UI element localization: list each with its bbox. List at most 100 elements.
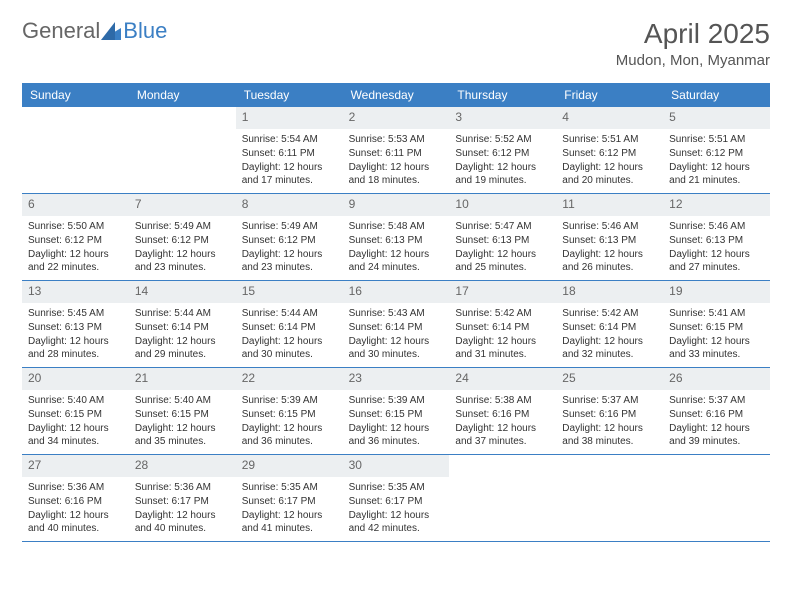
day-number: 1 bbox=[236, 107, 343, 129]
week-row: 13Sunrise: 5:45 AMSunset: 6:13 PMDayligh… bbox=[22, 281, 770, 368]
calendar-day: 27Sunrise: 5:36 AMSunset: 6:16 PMDayligh… bbox=[22, 455, 129, 541]
sunrise-line: Sunrise: 5:36 AM bbox=[135, 481, 230, 494]
day-body: Sunrise: 5:48 AMSunset: 6:13 PMDaylight:… bbox=[343, 216, 450, 279]
sunrise-line: Sunrise: 5:36 AM bbox=[28, 481, 123, 494]
sunset-line: Sunset: 6:16 PM bbox=[28, 495, 123, 508]
day-body: Sunrise: 5:42 AMSunset: 6:14 PMDaylight:… bbox=[556, 303, 663, 366]
day-body: Sunrise: 5:49 AMSunset: 6:12 PMDaylight:… bbox=[129, 216, 236, 279]
sunset-line: Sunset: 6:13 PM bbox=[455, 234, 550, 247]
sunset-line: Sunset: 6:15 PM bbox=[349, 408, 444, 421]
calendar-day: 12Sunrise: 5:46 AMSunset: 6:13 PMDayligh… bbox=[663, 194, 770, 280]
sunrise-line: Sunrise: 5:50 AM bbox=[28, 220, 123, 233]
daylight-line: Daylight: 12 hours and 30 minutes. bbox=[349, 335, 444, 361]
day-body: Sunrise: 5:42 AMSunset: 6:14 PMDaylight:… bbox=[449, 303, 556, 366]
daylight-line: Daylight: 12 hours and 39 minutes. bbox=[669, 422, 764, 448]
day-body: Sunrise: 5:46 AMSunset: 6:13 PMDaylight:… bbox=[663, 216, 770, 279]
calendar-day: 1Sunrise: 5:54 AMSunset: 6:11 PMDaylight… bbox=[236, 107, 343, 193]
day-body: Sunrise: 5:44 AMSunset: 6:14 PMDaylight:… bbox=[129, 303, 236, 366]
daylight-line: Daylight: 12 hours and 21 minutes. bbox=[669, 161, 764, 187]
day-number: 25 bbox=[556, 368, 663, 390]
sunset-line: Sunset: 6:12 PM bbox=[135, 234, 230, 247]
day-number: 23 bbox=[343, 368, 450, 390]
sunset-line: Sunset: 6:15 PM bbox=[242, 408, 337, 421]
day-number: 15 bbox=[236, 281, 343, 303]
calendar-day-empty bbox=[449, 455, 556, 541]
daylight-line: Daylight: 12 hours and 24 minutes. bbox=[349, 248, 444, 274]
calendar: SundayMondayTuesdayWednesdayThursdayFrid… bbox=[22, 83, 770, 542]
daylight-line: Daylight: 12 hours and 23 minutes. bbox=[242, 248, 337, 274]
day-body: Sunrise: 5:45 AMSunset: 6:13 PMDaylight:… bbox=[22, 303, 129, 366]
day-body: Sunrise: 5:37 AMSunset: 6:16 PMDaylight:… bbox=[663, 390, 770, 453]
sunrise-line: Sunrise: 5:38 AM bbox=[455, 394, 550, 407]
sunrise-line: Sunrise: 5:41 AM bbox=[669, 307, 764, 320]
day-number: 2 bbox=[343, 107, 450, 129]
day-name-header: Thursday bbox=[449, 83, 556, 107]
sunrise-line: Sunrise: 5:46 AM bbox=[562, 220, 657, 233]
sunrise-line: Sunrise: 5:40 AM bbox=[135, 394, 230, 407]
sunrise-line: Sunrise: 5:43 AM bbox=[349, 307, 444, 320]
daylight-line: Daylight: 12 hours and 40 minutes. bbox=[135, 509, 230, 535]
calendar-day: 10Sunrise: 5:47 AMSunset: 6:13 PMDayligh… bbox=[449, 194, 556, 280]
daylight-line: Daylight: 12 hours and 38 minutes. bbox=[562, 422, 657, 448]
calendar-day: 26Sunrise: 5:37 AMSunset: 6:16 PMDayligh… bbox=[663, 368, 770, 454]
day-body: Sunrise: 5:44 AMSunset: 6:14 PMDaylight:… bbox=[236, 303, 343, 366]
day-number: 30 bbox=[343, 455, 450, 477]
calendar-day-empty bbox=[129, 107, 236, 193]
sunset-line: Sunset: 6:14 PM bbox=[455, 321, 550, 334]
daylight-line: Daylight: 12 hours and 20 minutes. bbox=[562, 161, 657, 187]
calendar-day: 4Sunrise: 5:51 AMSunset: 6:12 PMDaylight… bbox=[556, 107, 663, 193]
day-number: 17 bbox=[449, 281, 556, 303]
day-body: Sunrise: 5:38 AMSunset: 6:16 PMDaylight:… bbox=[449, 390, 556, 453]
calendar-day: 20Sunrise: 5:40 AMSunset: 6:15 PMDayligh… bbox=[22, 368, 129, 454]
sunset-line: Sunset: 6:13 PM bbox=[669, 234, 764, 247]
sunrise-line: Sunrise: 5:35 AM bbox=[242, 481, 337, 494]
title-block: April 2025 Mudon, Mon, Myanmar bbox=[616, 18, 770, 69]
sunset-line: Sunset: 6:12 PM bbox=[669, 147, 764, 160]
day-number: 7 bbox=[129, 194, 236, 216]
daylight-line: Daylight: 12 hours and 26 minutes. bbox=[562, 248, 657, 274]
day-number: 12 bbox=[663, 194, 770, 216]
daylight-line: Daylight: 12 hours and 31 minutes. bbox=[455, 335, 550, 361]
daylight-line: Daylight: 12 hours and 28 minutes. bbox=[28, 335, 123, 361]
calendar-day: 3Sunrise: 5:52 AMSunset: 6:12 PMDaylight… bbox=[449, 107, 556, 193]
day-body: Sunrise: 5:40 AMSunset: 6:15 PMDaylight:… bbox=[22, 390, 129, 453]
sunset-line: Sunset: 6:12 PM bbox=[562, 147, 657, 160]
day-number: 18 bbox=[556, 281, 663, 303]
sunrise-line: Sunrise: 5:51 AM bbox=[562, 133, 657, 146]
day-body: Sunrise: 5:35 AMSunset: 6:17 PMDaylight:… bbox=[343, 477, 450, 540]
day-number: 3 bbox=[449, 107, 556, 129]
day-body: Sunrise: 5:39 AMSunset: 6:15 PMDaylight:… bbox=[343, 390, 450, 453]
calendar-day: 13Sunrise: 5:45 AMSunset: 6:13 PMDayligh… bbox=[22, 281, 129, 367]
day-body: Sunrise: 5:35 AMSunset: 6:17 PMDaylight:… bbox=[236, 477, 343, 540]
day-number: 24 bbox=[449, 368, 556, 390]
daylight-line: Daylight: 12 hours and 19 minutes. bbox=[455, 161, 550, 187]
sunset-line: Sunset: 6:16 PM bbox=[669, 408, 764, 421]
daylight-line: Daylight: 12 hours and 18 minutes. bbox=[349, 161, 444, 187]
day-name-header: Tuesday bbox=[236, 83, 343, 107]
day-body: Sunrise: 5:39 AMSunset: 6:15 PMDaylight:… bbox=[236, 390, 343, 453]
day-number: 5 bbox=[663, 107, 770, 129]
daylight-line: Daylight: 12 hours and 42 minutes. bbox=[349, 509, 444, 535]
calendar-day: 16Sunrise: 5:43 AMSunset: 6:14 PMDayligh… bbox=[343, 281, 450, 367]
sunrise-line: Sunrise: 5:51 AM bbox=[669, 133, 764, 146]
calendar-day: 7Sunrise: 5:49 AMSunset: 6:12 PMDaylight… bbox=[129, 194, 236, 280]
day-number: 6 bbox=[22, 194, 129, 216]
day-name-header: Wednesday bbox=[343, 83, 450, 107]
calendar-day: 17Sunrise: 5:42 AMSunset: 6:14 PMDayligh… bbox=[449, 281, 556, 367]
daylight-line: Daylight: 12 hours and 32 minutes. bbox=[562, 335, 657, 361]
week-row: 1Sunrise: 5:54 AMSunset: 6:11 PMDaylight… bbox=[22, 107, 770, 194]
sunset-line: Sunset: 6:15 PM bbox=[28, 408, 123, 421]
logo-text-gray: General bbox=[22, 18, 100, 44]
sunrise-line: Sunrise: 5:53 AM bbox=[349, 133, 444, 146]
sunrise-line: Sunrise: 5:37 AM bbox=[562, 394, 657, 407]
daylight-line: Daylight: 12 hours and 25 minutes. bbox=[455, 248, 550, 274]
day-number: 11 bbox=[556, 194, 663, 216]
day-number: 9 bbox=[343, 194, 450, 216]
sunset-line: Sunset: 6:11 PM bbox=[242, 147, 337, 160]
daylight-line: Daylight: 12 hours and 23 minutes. bbox=[135, 248, 230, 274]
sunset-line: Sunset: 6:13 PM bbox=[28, 321, 123, 334]
daylight-line: Daylight: 12 hours and 17 minutes. bbox=[242, 161, 337, 187]
daylight-line: Daylight: 12 hours and 35 minutes. bbox=[135, 422, 230, 448]
sunset-line: Sunset: 6:11 PM bbox=[349, 147, 444, 160]
day-body: Sunrise: 5:51 AMSunset: 6:12 PMDaylight:… bbox=[556, 129, 663, 192]
